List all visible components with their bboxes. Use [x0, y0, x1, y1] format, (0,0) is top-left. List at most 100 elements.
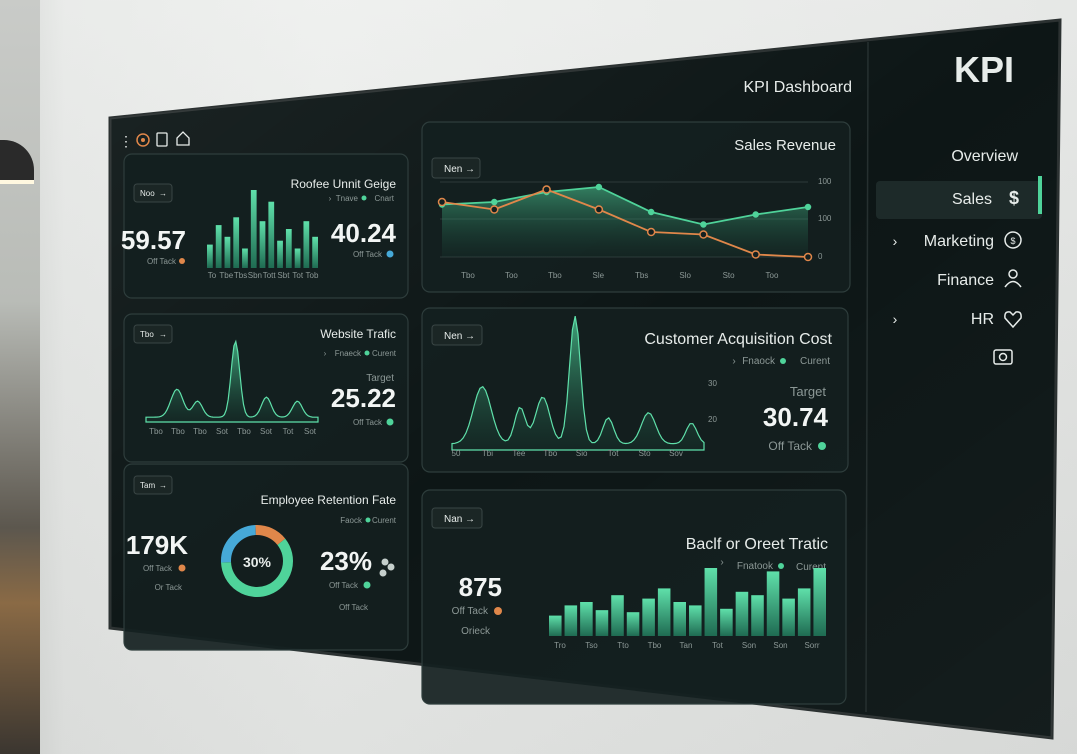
- secondary-value: 179K: [126, 530, 188, 560]
- bar: [751, 595, 764, 636]
- svg-text:›: ›: [732, 356, 735, 367]
- heart-icon: [1004, 311, 1022, 329]
- donut-label: 30%: [243, 554, 272, 570]
- card-website-traffic: Website Trafic Curent Fnaeck › Tbo → Tar…: [123, 313, 409, 463]
- x-axis: Tro Tso Tto Tbo Tan Tot Son Son Sorr: [554, 641, 820, 650]
- series-line: [441, 188, 809, 258]
- card-subtitle-tag: Fnatook: [737, 561, 774, 572]
- status-text: Off Tack: [452, 606, 489, 617]
- period-chip[interactable]: Noo →: [133, 183, 173, 203]
- bar: [657, 588, 671, 636]
- tick-label: Tbs: [635, 271, 648, 280]
- sidebar-item-label: Finance: [937, 272, 994, 289]
- bar: [611, 595, 624, 636]
- sidebar-item-sales[interactable]: Sales $: [876, 176, 1042, 219]
- x-axis: Too Sto Slo Tbs Sle Tbo Too Tbo: [461, 271, 779, 280]
- card-subtitle: Cnart: [374, 194, 394, 203]
- svg-text:›: ›: [324, 349, 327, 358]
- svg-text:→: →: [159, 330, 167, 339]
- bar: [549, 615, 562, 636]
- data-point: [594, 205, 604, 214]
- document-icon[interactable]: [156, 132, 168, 147]
- sidebar-item-overview[interactable]: Overview: [951, 148, 1018, 165]
- bar: [782, 598, 795, 636]
- data-point: [804, 203, 812, 211]
- tick-label: Sto: [723, 271, 736, 280]
- card-title: Baclf or Oreet Tratic: [686, 536, 828, 553]
- svg-text:›: ›: [720, 557, 723, 568]
- bar: [277, 240, 283, 268]
- alert-icon[interactable]: [136, 133, 150, 147]
- tick-label: Sov: [669, 449, 683, 458]
- x-axis: Tbo Tbo Tbo Sot Tbo Sot Tot Sot: [149, 427, 317, 436]
- period-chip[interactable]: Nen →: [431, 157, 481, 179]
- bar: [797, 588, 811, 636]
- bar: [242, 248, 248, 268]
- tick-label: Sot: [260, 427, 273, 436]
- data-point: [647, 208, 655, 216]
- status-text-secondary: Off Tack: [339, 603, 369, 612]
- bar: [595, 610, 609, 636]
- svg-text:→: →: [465, 514, 475, 525]
- svg-text:→: →: [465, 331, 475, 342]
- bar: [268, 201, 275, 268]
- home-icon[interactable]: [176, 131, 190, 146]
- data-point: [646, 227, 656, 237]
- camera-icon[interactable]: [993, 349, 1013, 365]
- tick-label: Tot: [292, 271, 303, 280]
- tick-label: Slo: [679, 271, 691, 280]
- chevron-icon: ›: [893, 233, 898, 249]
- tick-label: Tbo: [171, 427, 185, 436]
- sales-revenue-chart: [437, 183, 813, 262]
- bar: [233, 217, 240, 268]
- period-chip[interactable]: Nan →: [431, 507, 483, 529]
- card-title: Customer Acquisition Cost: [644, 331, 832, 348]
- status-text: Off Tack: [353, 418, 383, 427]
- svg-text:→: →: [465, 164, 475, 175]
- data-point: [542, 185, 551, 194]
- svg-text:→: →: [159, 189, 167, 198]
- tick-label: 0: [818, 252, 823, 261]
- card-title: Employee Retention Fate: [261, 493, 397, 507]
- tick-label: Tee: [512, 449, 525, 458]
- tick-label: Sot: [304, 427, 317, 436]
- tick-label: Tan: [680, 641, 693, 650]
- more-icon[interactable]: ⋮: [119, 133, 133, 149]
- tick-label: Tbe: [219, 271, 233, 280]
- sidebar-item-hr[interactable]: HR ›: [893, 311, 1022, 329]
- donut-slice: [255, 525, 286, 546]
- logo: KPI: [954, 49, 1014, 90]
- period-chip[interactable]: Nen →: [431, 324, 483, 346]
- kpi-value: 30.74: [763, 402, 829, 432]
- sidebar-item-finance[interactable]: Finance: [937, 269, 1022, 289]
- bar: [642, 598, 655, 636]
- period-chip[interactable]: Tbo →: [133, 324, 173, 344]
- bar: [312, 236, 318, 268]
- tick-label: Sio: [576, 449, 588, 458]
- svg-text:Nen: Nen: [444, 164, 462, 175]
- bar: [626, 612, 640, 636]
- card-subtitle: Curent: [796, 562, 826, 573]
- sidebar-item-marketing[interactable]: Marketing › $: [893, 231, 1022, 250]
- period-chip[interactable]: Tam →: [133, 475, 173, 495]
- bar: [720, 608, 733, 636]
- tick-label: Tob: [306, 271, 319, 280]
- people-icon: [1004, 269, 1022, 288]
- bar: [735, 591, 749, 636]
- card-subtitle-tag: Tnave: [336, 194, 359, 203]
- secondary-status: Off Tack: [147, 257, 177, 266]
- bar: [224, 236, 231, 268]
- area-series: [145, 339, 319, 423]
- bar: [766, 571, 780, 636]
- tick-label: Sle: [593, 271, 605, 280]
- bar: [207, 244, 213, 268]
- series-line: [441, 186, 809, 226]
- tick-label: Tto: [617, 641, 629, 650]
- dollar-icon: $: [1009, 188, 1019, 208]
- data-point: [751, 250, 760, 259]
- secondary-value: 59.57: [121, 225, 186, 255]
- bar: [704, 568, 718, 636]
- tick-label: Too: [505, 271, 518, 280]
- toolbar: ⋮: [119, 131, 190, 149]
